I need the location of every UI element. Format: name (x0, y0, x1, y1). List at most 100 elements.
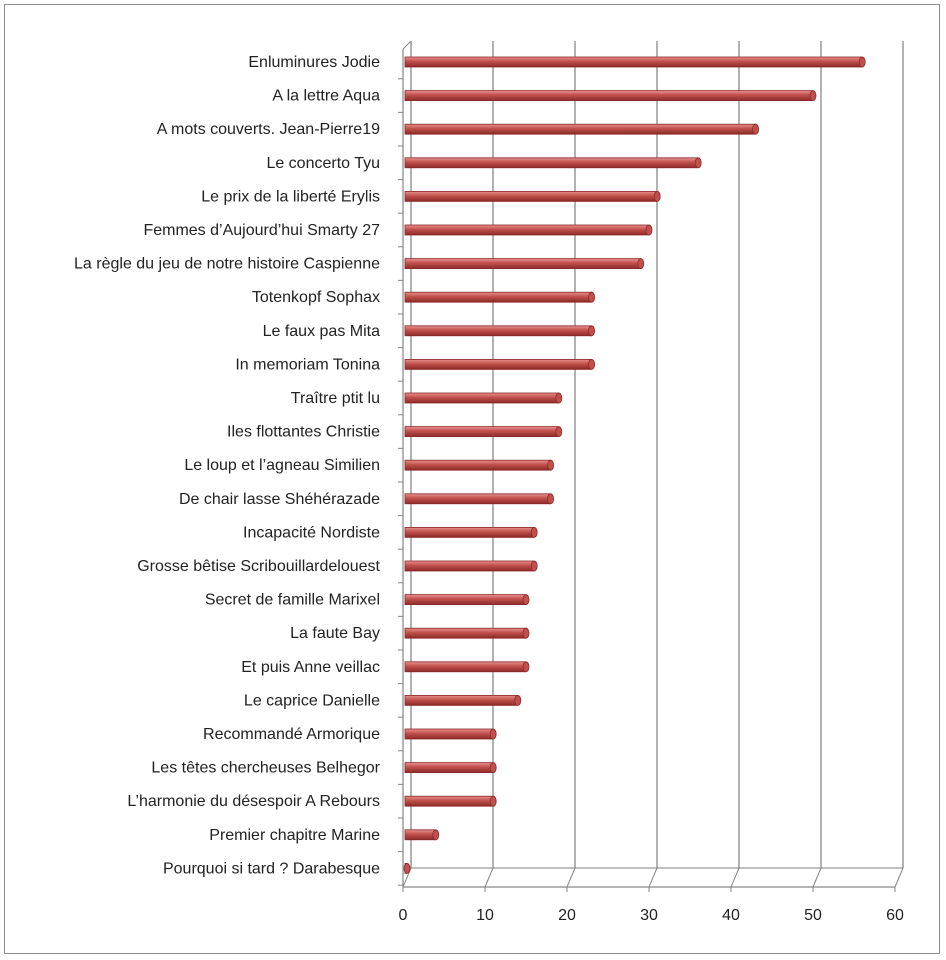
bar (404, 661, 530, 673)
floor-connector (812, 867, 822, 888)
bar (404, 190, 661, 202)
x-tick-label: 20 (558, 907, 576, 924)
bar-body (404, 459, 552, 471)
floor-connector (484, 867, 494, 888)
bar-body (404, 829, 437, 841)
category-label: L’harmonie du désespoir A Rebours (127, 793, 380, 810)
x-tick-labels: 0 10 20 30 40 50 60 (399, 907, 904, 924)
x-tick-label: 50 (804, 907, 822, 924)
bar (404, 392, 563, 404)
bar (404, 459, 554, 471)
bar-cap (530, 527, 538, 538)
category-label: Totenkopf Sophax (252, 289, 380, 306)
bar-cap (588, 291, 595, 303)
bar-body (404, 527, 535, 538)
category-label: Et puis Anne veillac (241, 659, 380, 676)
bar-cap (522, 594, 530, 605)
bar (404, 527, 538, 538)
floor-connector (894, 867, 904, 888)
bar (404, 829, 440, 841)
category-label: Le faux pas Mita (263, 323, 381, 340)
category-label: Femmes d’Aujourd’hui Smarty 27 (143, 222, 380, 239)
bar-body (404, 358, 593, 370)
bar (404, 795, 497, 807)
bar-cap (555, 392, 563, 404)
bar-cap (530, 560, 538, 572)
bars (403, 56, 866, 874)
bar (404, 728, 497, 740)
bar-body (404, 661, 527, 673)
category-label: Le concerto Tyu (266, 155, 380, 172)
bar-cap (555, 426, 563, 438)
category-label: A la lettre Aqua (272, 88, 380, 105)
bar-cap (547, 459, 554, 471)
bar (404, 426, 563, 438)
category-label: Le caprice Danielle (244, 692, 380, 709)
category-label: Premier chapitre Marine (209, 827, 380, 844)
bar-cap (588, 325, 595, 337)
bar-cap (588, 358, 595, 370)
category-label: Pourquoi si tard ? Darabesque (163, 860, 380, 877)
bar-body (404, 190, 658, 202)
bar (404, 56, 866, 68)
bar-cap (858, 56, 866, 68)
bar-body (404, 224, 650, 236)
floor-connector (648, 867, 658, 888)
bar-cap (403, 863, 411, 874)
bar-body (404, 560, 535, 572)
bar-cap (432, 829, 440, 841)
bar-cap (645, 224, 653, 236)
x-tick-label: 10 (476, 907, 494, 924)
bar-body (404, 627, 527, 639)
category-labels: Enluminures Jodie A la lettre Aqua A mots … (74, 54, 381, 877)
bar (404, 560, 538, 572)
bar-body (404, 90, 814, 101)
category-label: Traître ptit lu (291, 390, 380, 407)
x-tick-label: 40 (722, 907, 740, 924)
category-label: Le loup et l’agneau Similien (184, 457, 380, 474)
bar-cap (752, 123, 759, 135)
category-label: Iles flottantes Christie (227, 424, 380, 441)
axes (398, 40, 903, 892)
bar-cap (522, 661, 530, 673)
bar (403, 863, 411, 874)
bar-body (404, 325, 593, 337)
bar (404, 123, 759, 135)
category-label: La règle du jeu de notre histoire Caspie… (74, 256, 380, 273)
bar-cap (489, 762, 497, 773)
bar-body (404, 56, 863, 68)
bar (404, 594, 530, 605)
category-label: Incapacité Nordiste (243, 524, 380, 541)
bar-body (404, 157, 699, 169)
bar-body (404, 123, 757, 135)
bar (404, 325, 595, 337)
y-axis-top-edge (402, 40, 412, 50)
bar-cap (522, 627, 530, 639)
category-label: Grosse bêtise Scribouillardelouest (137, 558, 380, 575)
bar-body (404, 291, 593, 303)
category-label: Les têtes chercheuses Belhegor (151, 760, 380, 777)
bar (404, 224, 653, 236)
bar-body (404, 594, 527, 605)
bar-cap (547, 493, 554, 505)
bar-body (404, 795, 494, 807)
bar (404, 358, 595, 370)
floor-connector (730, 867, 740, 888)
bar-body (404, 493, 552, 505)
bar-body (404, 426, 560, 438)
bar-cap (489, 728, 497, 740)
category-label: Le prix de la liberté Erylis (201, 188, 380, 205)
category-label: Recommandé Armorique (203, 726, 380, 743)
bar-cap (637, 258, 645, 270)
bar-cap (653, 190, 661, 202)
category-label: A mots couverts. Jean-Pierre19 (157, 121, 380, 138)
bar-body (404, 392, 560, 404)
bar-cap (489, 795, 497, 807)
floor-connector (566, 867, 576, 888)
bar-body (404, 762, 494, 773)
bar (404, 90, 817, 101)
bar-body (404, 258, 642, 270)
bar (404, 695, 522, 706)
bar-cap (514, 695, 522, 706)
